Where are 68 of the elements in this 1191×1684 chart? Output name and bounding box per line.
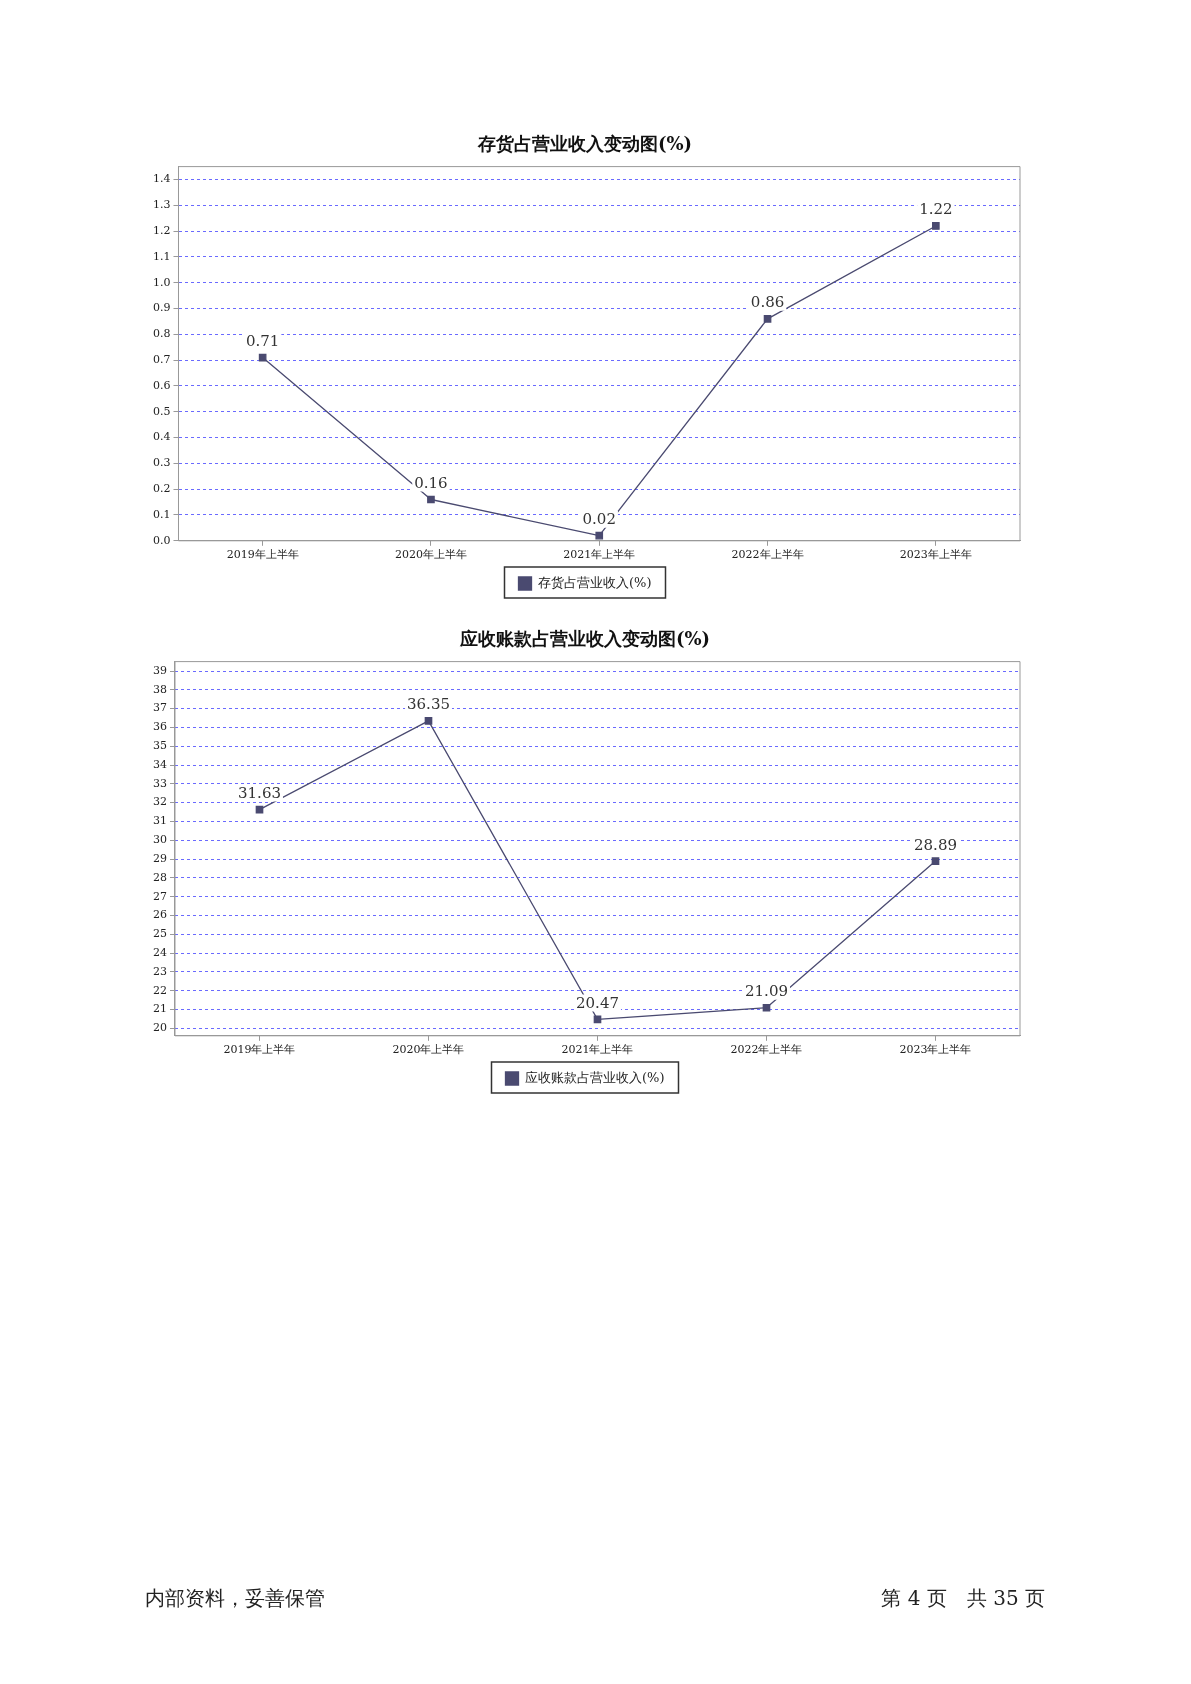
legend-label: 存货占营业收入(%)	[538, 574, 652, 590]
y-tick-label: 26	[153, 908, 167, 922]
y-tick-label: 31	[153, 814, 167, 828]
y-tick-label: 34	[153, 757, 167, 771]
x-tick-label: 2022年上半年	[730, 1043, 803, 1057]
y-tick-label: 1.4	[152, 172, 171, 186]
text: 第 4 页 共 35 页	[881, 1585, 1045, 1612]
y-tick-label: 0.3	[152, 456, 171, 470]
y-tick-label: 27	[153, 889, 167, 903]
y-tick-label: 0.8	[152, 327, 171, 341]
y-tick-label: 21	[153, 1002, 167, 1016]
y-tick-label: 0.7	[152, 353, 171, 367]
x-tick-label: 2021年上半年	[563, 548, 636, 562]
y-tick-label: 33	[153, 776, 167, 790]
y-tick-label: 0.1	[152, 507, 171, 521]
y-tick-label: 1.0	[152, 275, 171, 289]
y-tick-label: 1.1	[152, 249, 171, 263]
y-tick-label: 36	[153, 720, 167, 734]
point	[763, 315, 772, 323]
point	[424, 717, 433, 725]
point	[427, 495, 435, 504]
legend-label: 应收账款占营业收入(%)	[525, 1069, 665, 1085]
y-tick-label: 22	[153, 983, 167, 997]
point	[931, 857, 940, 865]
data-label: 1.22	[919, 200, 953, 219]
y-tick-label: 1.3	[152, 198, 171, 212]
y-tick-label: 0.5	[152, 404, 171, 418]
x-tick-label: 2020年上半年	[392, 1043, 465, 1057]
y-tick-label: 23	[153, 964, 167, 978]
text: 内部资料，妥善保管	[145, 1585, 325, 1612]
y-tick-label: 0.2	[152, 482, 171, 496]
x-tick-label: 2022年上半年	[731, 548, 804, 562]
y-tick-label: 37	[153, 701, 167, 715]
data-label: 0.16	[414, 473, 448, 492]
y-tick-label: 24	[153, 945, 167, 959]
data-label: 0.86	[750, 293, 785, 312]
y-tick-label: 29	[153, 851, 167, 865]
data-label: 28.89	[914, 835, 957, 854]
y-tick-label: 28	[153, 870, 167, 884]
point	[932, 222, 940, 230]
x-tick-label: 2019年上半年	[223, 1043, 296, 1057]
data-label: 31.63	[238, 783, 281, 802]
x-tick-label: 2023年上半年	[899, 1043, 972, 1057]
y-tick-label: 35	[153, 739, 167, 753]
y-tick-label: 38	[153, 682, 167, 696]
x-tick-label: 2019年上半年	[226, 548, 299, 562]
y-tick-label: 0.6	[152, 378, 171, 392]
y-tick-label: 0.4	[152, 430, 171, 444]
y-tick-label: 20	[153, 1021, 167, 1035]
data-label: 0.71	[245, 331, 280, 350]
data-label: 0.02	[582, 510, 616, 529]
point	[595, 531, 604, 540]
y-tick-label: 0.9	[152, 301, 171, 315]
y-tick-label: 0.0	[152, 533, 171, 547]
data-label: 20.47	[576, 993, 619, 1012]
y-tick-label: 32	[153, 795, 167, 809]
chart-title: 应收账款占营业收入变动图(%)	[458, 628, 711, 650]
x-tick-label: 2023年上半年	[899, 548, 972, 562]
y-tick-label: 1.2	[152, 223, 171, 237]
y-tick-label: 25	[153, 927, 167, 941]
x-tick-label: 2020年上半年	[394, 548, 467, 562]
chart-title: 存货占营业收入变动图(%)	[476, 133, 693, 155]
point	[762, 1003, 771, 1012]
x-tick-label: 2021年上半年	[561, 1043, 634, 1057]
y-tick-label: 30	[153, 833, 167, 847]
data-label: 21.09	[745, 982, 788, 1001]
data-label: 36.35	[407, 695, 450, 714]
y-tick-label: 39	[153, 663, 167, 677]
